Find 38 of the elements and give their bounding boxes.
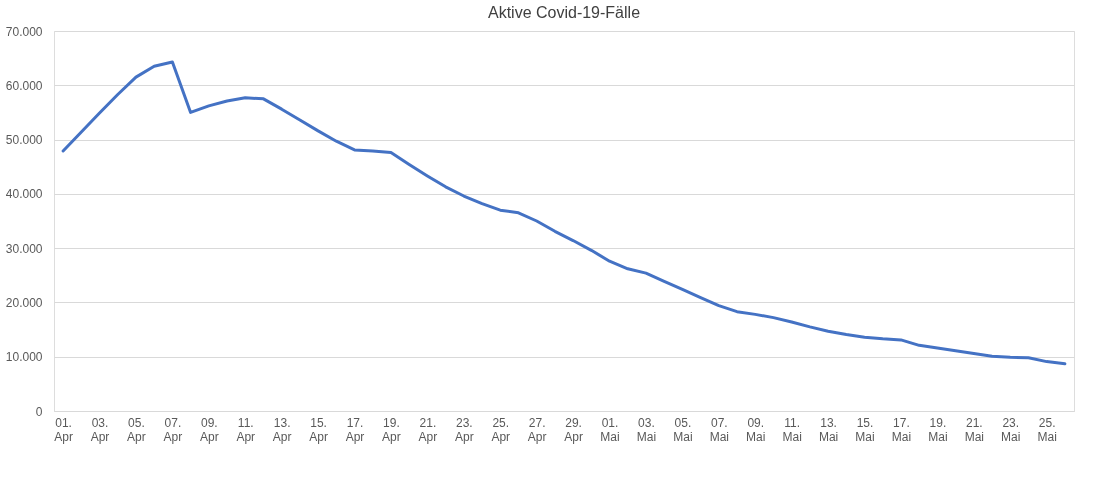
x-tick-label: 05. Apr (127, 415, 146, 444)
x-tick-label: 05. Mai (673, 415, 693, 444)
x-tick-label: 07. Mai (709, 415, 729, 444)
x-tick-label: 17. Mai (891, 415, 912, 444)
x-tick-label: 25. Mai (1037, 415, 1057, 444)
y-tick-label: 50.000 (5, 133, 43, 148)
y-tick-label: 10.000 (5, 350, 43, 365)
x-tick-label: 23. Apr (454, 415, 474, 444)
x-tick-label: 29. Apr (564, 415, 583, 444)
y-tick-label: 70.000 (5, 24, 43, 39)
line-series (61, 60, 1067, 366)
x-tick-label: 13. Mai (818, 415, 839, 444)
x-tick-label: 19. Apr (382, 415, 401, 444)
x-tick-label: 25. Apr (491, 415, 511, 444)
y-tick-label: 30.000 (5, 241, 43, 256)
x-tick-label: 03. Apr (90, 415, 110, 444)
x-tick-label: 19. Mai (928, 415, 948, 444)
x-tick-label: 07. Apr (163, 415, 183, 444)
x-tick-label: 13. Apr (272, 415, 292, 444)
x-tick-label: 11. Apr (236, 415, 256, 444)
y-tick-label: 0 (35, 404, 43, 419)
x-tick-label: 09. Mai (746, 415, 766, 444)
x-tick-label: 15. Mai (855, 415, 875, 444)
x-tick-label: 23. Mai (1001, 415, 1021, 444)
x-tick-label: 15. Apr (309, 415, 328, 444)
x-tick-label: 01. Apr (54, 415, 73, 444)
x-tick-label: 03. Mai (636, 415, 657, 444)
x-tick-label: 11. Mai (782, 415, 802, 444)
y-tick-label: 20.000 (5, 295, 43, 310)
chart-title: Aktive Covid-19-Fälle (487, 4, 641, 21)
y-tick-label: 60.000 (5, 78, 43, 93)
x-tick-label: 09. Apr (199, 415, 219, 444)
x-tick-label: 27. Apr (527, 415, 547, 444)
x-tick-label: 01. Mai (600, 415, 620, 444)
x-tick-label: 17. Apr (345, 415, 365, 444)
x-tick-label: 21. Mai (964, 415, 984, 444)
y-tick-label: 40.000 (5, 187, 43, 202)
x-tick-label: 21. Apr (418, 415, 438, 444)
